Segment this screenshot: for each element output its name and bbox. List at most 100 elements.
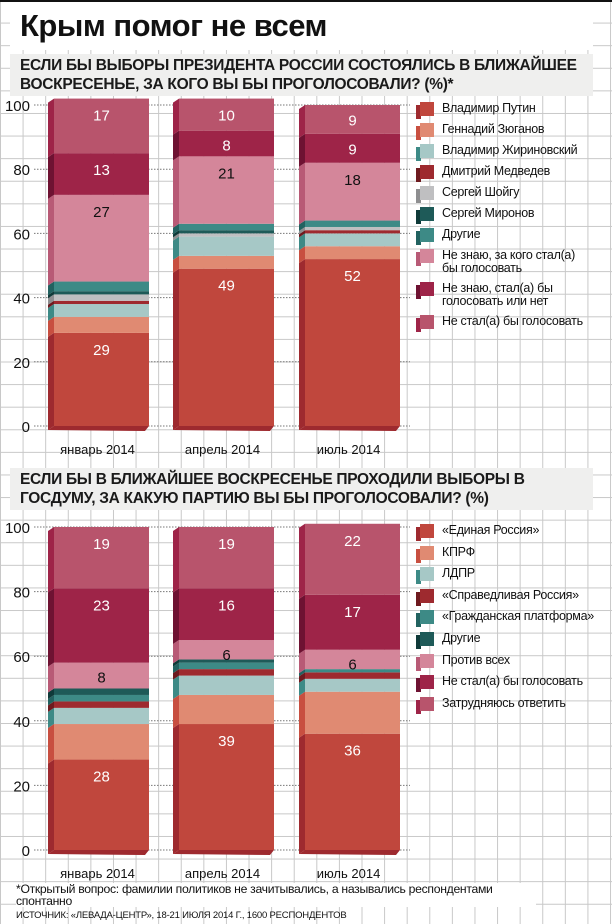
bar-segment	[179, 669, 274, 676]
bar-base	[173, 850, 274, 855]
legend-label: «Справедливая Россия»	[442, 587, 579, 602]
data-label: 16	[218, 597, 235, 614]
legend-item: Владимир Жириновский	[412, 143, 602, 161]
legend-item: Не знаю, за кого стал(а) бы голосовать	[412, 249, 602, 275]
bar-segment-side	[48, 332, 54, 430]
bar-segment-side	[48, 707, 54, 729]
y-tick-label: 60	[13, 226, 30, 243]
bar-segment	[54, 588, 149, 663]
bar-segment	[54, 701, 149, 708]
bar-segment	[54, 304, 149, 317]
chart2-question: ЕСЛИ БЫ В БЛИЖАЙШЕЕ ВОСКРЕСЕНЬЕ ПРОХОДИЛ…	[10, 468, 593, 510]
data-label: 36	[344, 743, 361, 760]
bar-segment	[179, 588, 274, 641]
bar-segment	[305, 133, 400, 163]
bar-segment-side	[48, 688, 54, 699]
bar-segment	[179, 230, 274, 234]
bar-segment-side	[299, 523, 305, 599]
legend-item: Владимир Путин	[412, 101, 602, 119]
data-label: 29	[93, 342, 110, 359]
legend-item: «Единая Россия»	[412, 523, 602, 541]
bar-segment	[179, 233, 274, 237]
bar-segment-side	[299, 691, 305, 738]
bar-segment-side	[299, 246, 305, 264]
legend-label: Сергей Шойгу	[442, 185, 520, 199]
source-note: ИСТОЧНИК: «ЛЕВАДА-ЦЕНТР», 18-21 ИЮЛЯ 201…	[16, 910, 347, 921]
title-box	[10, 2, 593, 50]
legend-label: Дмитрий Медведев	[442, 164, 550, 178]
bar-segment	[54, 98, 149, 154]
legend-swatch	[416, 653, 434, 671]
legend-label: Не стал(а) бы голосовать	[442, 314, 583, 328]
bar-segment-side	[299, 162, 305, 225]
legend-label: «Единая Россия»	[442, 523, 540, 537]
legend-item: ЛДПР	[412, 567, 602, 585]
legend-swatch	[416, 610, 434, 628]
bar-column	[48, 98, 149, 431]
bar-segment-side	[48, 294, 54, 305]
data-label: 8	[222, 138, 230, 155]
bar-segment	[305, 233, 400, 247]
legend-label: Другие	[442, 630, 481, 645]
legend-label: Геннадий Зюганов	[442, 122, 545, 136]
bar-base	[299, 426, 400, 431]
bar-segment-side	[299, 133, 305, 167]
bar-segment	[54, 724, 149, 760]
data-label: 27	[93, 204, 110, 221]
y-tick-label: 60	[13, 649, 30, 666]
data-label: 39	[218, 733, 235, 750]
legend-item: Не стал(а) бы голосовать	[412, 675, 602, 693]
page-title: Крым помог не всем	[20, 8, 327, 43]
bar-segment	[179, 130, 274, 157]
data-label: 19	[93, 536, 110, 553]
legend-swatch	[416, 588, 434, 606]
legend-swatch	[416, 315, 434, 332]
bar-column	[299, 105, 400, 431]
bar-segment-side	[48, 304, 54, 321]
bar-base	[48, 426, 149, 431]
bar-segment	[179, 98, 274, 131]
legend-label: Не знаю, стал(а) бы голосовать или нет	[442, 281, 553, 308]
bar-segment-side	[299, 226, 305, 235]
bar-segment	[179, 527, 274, 589]
legend-label: КПРФ	[442, 544, 475, 559]
bar-segment-side	[299, 649, 305, 674]
bar-segment	[179, 675, 274, 695]
y-tick-label: 100	[5, 98, 30, 115]
x-tick-label: июль 2014	[317, 866, 381, 881]
bar-segment	[179, 223, 274, 231]
bar-segment-side	[48, 291, 54, 299]
bar-segment-side	[173, 669, 179, 680]
bar-segment-side	[299, 678, 305, 696]
bar-segment-side	[173, 640, 179, 664]
chart2-legend: «Единая Россия» КПРФ ЛДПР «Справедливая Рос…	[412, 524, 602, 718]
legend-item: Затрудняюсь ответить	[412, 696, 602, 714]
legend-swatch	[416, 165, 434, 182]
bar-segment	[305, 105, 400, 134]
bar-segment	[54, 294, 149, 301]
bar-segment	[179, 694, 274, 725]
legend-swatch	[416, 675, 434, 693]
chart1-question: ЕСЛИ БЫ ВЫБОРЫ ПРЕЗИДЕНТА РОССИИ СОСТОЯЛ…	[10, 54, 593, 96]
y-tick-label: 40	[13, 714, 30, 731]
bar-segment-side	[48, 316, 54, 337]
bar-segment-side	[299, 733, 305, 854]
bar-segment-side	[173, 662, 179, 674]
legend-item: Другие	[412, 228, 602, 245]
bar-segment-side	[299, 672, 305, 683]
legend-item: Сергей Миронов	[412, 207, 602, 224]
bar-segment-side	[173, 268, 179, 430]
legend-label: Не знаю, за кого стал(а) бы голосовать	[442, 248, 575, 275]
legend-label: Владимир Жириновский	[442, 143, 578, 157]
bar-segment-side	[173, 724, 179, 854]
data-label: 9	[348, 112, 356, 129]
legend-label: Владимир Путин	[442, 101, 536, 115]
bar-segment	[305, 594, 400, 650]
legend-swatch	[416, 207, 434, 224]
bar-segment	[54, 281, 149, 292]
bar-segment-side	[173, 230, 179, 238]
data-label: 17	[344, 604, 361, 621]
bar-segment	[179, 156, 274, 224]
x-tick-label: январь 2014	[60, 866, 135, 881]
legend-item: Дмитрий Медведев	[412, 164, 602, 182]
